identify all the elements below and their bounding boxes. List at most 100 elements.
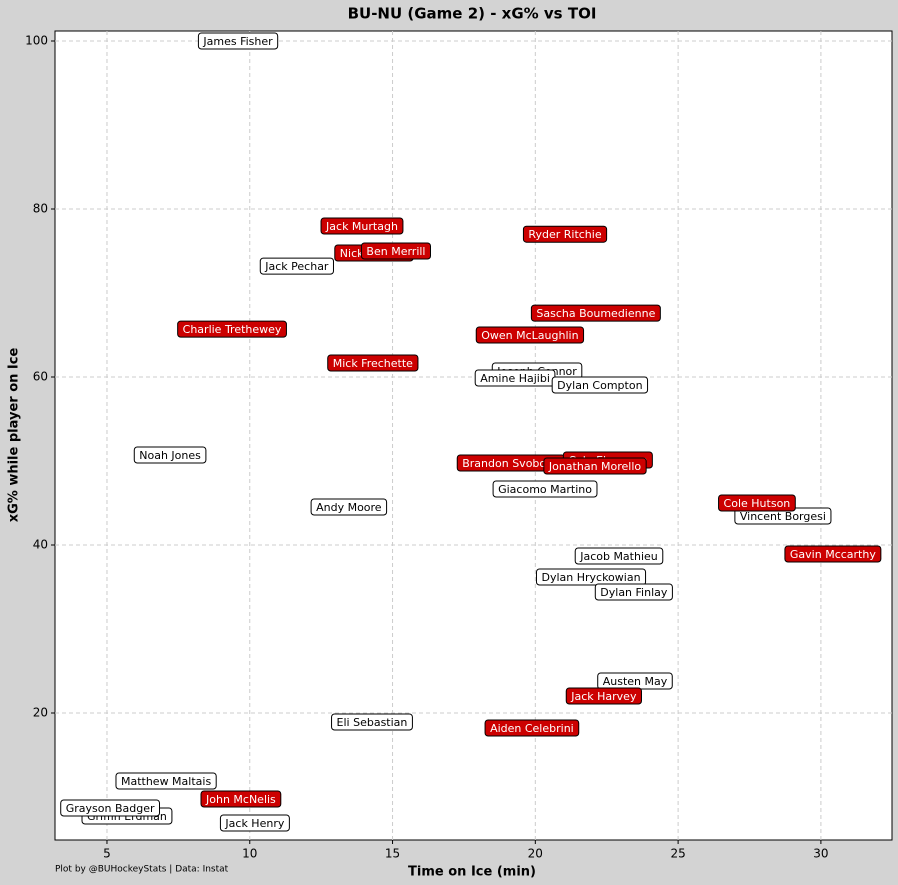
point [492, 480, 598, 498]
point-name: Dylan Compton [557, 379, 642, 392]
point-name: Charlie Trethewey [183, 323, 282, 336]
footer: Plot by @BUHockeyStats | Data: Instat [55, 865, 229, 875]
point-label: Jack Murtagh [320, 217, 404, 235]
point-name: Andy Moore [316, 501, 382, 514]
point [565, 687, 642, 705]
grid [55, 31, 892, 840]
point-label: Dylan Hryckowian [535, 568, 647, 586]
x-tick-label: 10 [242, 847, 257, 861]
point-name: Aiden Celebrini [490, 722, 574, 735]
point-label: Charlie Trethewey [177, 320, 287, 338]
point-name: Ben Merrill [366, 245, 425, 258]
point [551, 376, 649, 394]
point-label: Ryder Ritchie [522, 225, 608, 243]
point [197, 32, 279, 50]
point [360, 242, 431, 260]
plot-area [54, 30, 893, 841]
x-tick-label: 15 [385, 847, 400, 861]
point-label: Cole Hutson [718, 494, 796, 512]
point-label: James Fisher [197, 32, 279, 50]
point-name: Cole Hutson [724, 497, 791, 510]
x-tick-label: 5 [103, 847, 111, 861]
point [177, 320, 287, 338]
point [718, 494, 796, 512]
point-name: Dylan Finlay [600, 586, 668, 599]
point [594, 583, 673, 601]
point-name: Ryder Ritchie [528, 228, 601, 241]
point-label: Andy Moore [310, 498, 388, 516]
point-label: Giacomo Martino [492, 480, 598, 498]
point-name: Sascha Boumedienne [536, 307, 655, 320]
point-label: Amine Hajibi [474, 369, 556, 387]
point [530, 304, 661, 322]
point-name: Jacob Mathieu [579, 550, 658, 563]
point-name: Matthew Maltais [121, 775, 211, 788]
point-label: Brandon Svoboda [456, 454, 566, 472]
point-name: Amine Hajibi [480, 372, 550, 385]
point [200, 790, 282, 808]
x-tick-label: 30 [813, 847, 828, 861]
point-name: Jack Harvey [570, 690, 637, 703]
point [327, 354, 419, 372]
point [784, 545, 882, 563]
point-label: John McNelis [200, 790, 282, 808]
point [310, 498, 388, 516]
point-label: Eli Sebastian [331, 713, 413, 731]
point-name: Owen McLaughlin [481, 329, 578, 342]
point [60, 799, 161, 817]
point-label: Aiden Celebrini [484, 719, 580, 737]
point [133, 446, 207, 464]
y-tick-label: 40 [33, 537, 48, 551]
point [115, 772, 217, 790]
point-name: Giacomo Martino [498, 483, 592, 496]
point-label: Gavin Mccarthy [784, 545, 882, 563]
point-name: Jack Murtagh [325, 220, 398, 233]
point-label: Dylan Compton [551, 376, 649, 394]
point-name: Brandon Svoboda [462, 457, 560, 470]
point [259, 257, 334, 275]
y-tick-label: 80 [33, 201, 48, 215]
y-tick-label: 100 [25, 33, 48, 47]
point-name: Dylan Hryckowian [541, 571, 640, 584]
point-name: John McNelis [205, 793, 276, 806]
point-name: Grayson Badger [66, 802, 155, 815]
y-axis-label: xG% while player on Ice [7, 348, 22, 523]
y-tick-label: 20 [33, 705, 48, 719]
point-name: Vincent Borgesi [740, 510, 826, 523]
point [219, 814, 290, 832]
x-tick-label: 25 [670, 847, 685, 861]
point [484, 719, 580, 737]
point-label: Sascha Boumedienne [530, 304, 661, 322]
point-label: Jack Henry [219, 814, 290, 832]
point-name: Noah Jones [139, 449, 201, 462]
chart-title: BU-NU (Game 2) - xG% vs TOI [348, 5, 597, 23]
y-tick-label: 60 [33, 369, 48, 383]
point [535, 568, 647, 586]
point-label: Owen McLaughlin [475, 326, 585, 344]
point-label: Grayson Badger [60, 799, 161, 817]
point-name: Austen May [603, 675, 668, 688]
point-label: Dylan Finlay [594, 583, 673, 601]
point-name: James Fisher [202, 35, 273, 48]
point-label: Jonathan Morello [543, 457, 647, 475]
point-name: Jack Henry [224, 817, 284, 830]
point [522, 225, 608, 243]
x-tick-label: 20 [528, 847, 543, 861]
point-name: Gavin Mccarthy [790, 548, 876, 561]
point-name: Jonathan Morello [548, 460, 642, 473]
point-label: Jack Pechar [259, 257, 334, 275]
point-name: Eli Sebastian [337, 716, 408, 729]
point-label: Austen May [597, 672, 673, 690]
x-axis-label: Time on Ice (min) [408, 865, 536, 880]
point-label: Vincent Borgesi [734, 507, 832, 525]
point [320, 217, 404, 235]
point-name: Jack Pechar [264, 260, 329, 273]
point-label: Jack Harvey [565, 687, 642, 705]
point-label: Mick Frechette [327, 354, 419, 372]
point [331, 713, 413, 731]
point [475, 326, 585, 344]
point-label: Noah Jones [133, 446, 207, 464]
point-name: Mick Frechette [333, 357, 413, 370]
point [543, 457, 647, 475]
